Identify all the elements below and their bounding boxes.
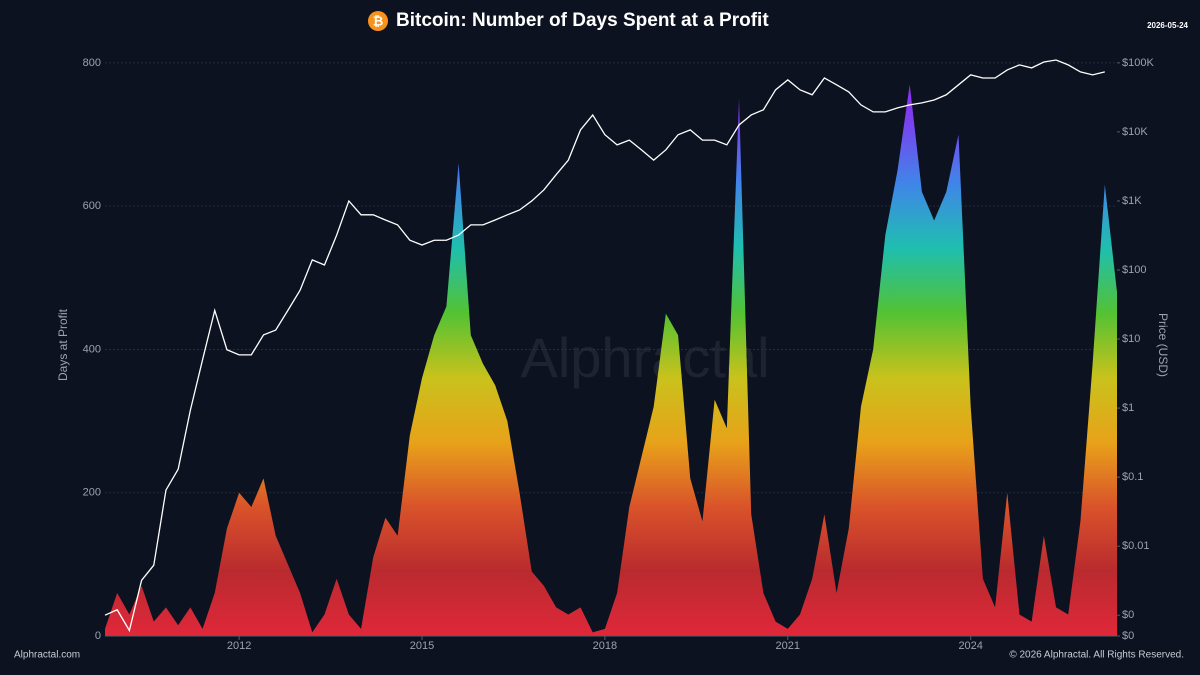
y2-tick-label: $100 xyxy=(1122,264,1146,276)
y-tick-label: 400 xyxy=(83,343,101,355)
area xyxy=(105,84,1117,637)
logo-circle xyxy=(368,11,388,31)
x-tick-label: 2024 xyxy=(958,640,982,652)
x-tick-label: 2018 xyxy=(593,640,617,652)
y-tick-label: 200 xyxy=(83,487,101,499)
x-tick-label: 2021 xyxy=(776,640,800,652)
y-tick-label: 800 xyxy=(83,57,101,69)
y2-tick-label: $0.1 xyxy=(1122,471,1143,483)
chart-title: Bitcoin: Number of Days Spent at a Profi… xyxy=(396,10,769,31)
y2-axis-label: Price (USD) xyxy=(1156,313,1170,377)
footer-left: Alphractal.com xyxy=(14,650,80,661)
y2-tick-label: $10 xyxy=(1122,333,1140,345)
footer-right: © 2026 Alphractal. All Rights Reserved. xyxy=(1009,650,1184,661)
y2-tick-label: $1K xyxy=(1122,195,1142,207)
y2-tick-label: $100K xyxy=(1122,57,1154,69)
x-tick-label: 2012 xyxy=(227,640,251,652)
y2-tick-label: $0.01 xyxy=(1122,540,1150,552)
y2-tick-label: $0 xyxy=(1122,630,1134,642)
y2-tick-label: $0 xyxy=(1122,609,1134,621)
date: 2026-05-24 xyxy=(1147,21,1188,30)
y2-tick-label: $10K xyxy=(1122,126,1148,138)
watermark: Alphractal xyxy=(520,326,769,389)
x-tick-label: 2015 xyxy=(410,640,434,652)
price-line xyxy=(104,59,1105,633)
y-tick-label: 0 xyxy=(95,630,101,642)
y2-tick-label: $1 xyxy=(1122,402,1134,414)
y-tick-label: 600 xyxy=(83,200,101,212)
logo: ₿ xyxy=(373,13,384,28)
y-axis-label: Days at Profit xyxy=(56,308,70,381)
